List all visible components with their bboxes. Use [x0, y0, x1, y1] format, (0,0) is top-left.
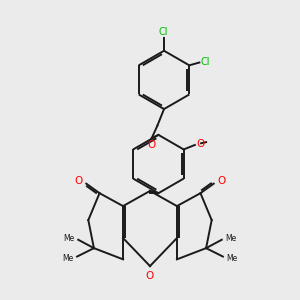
- Text: Me: Me: [225, 233, 236, 242]
- Text: Me: Me: [64, 233, 75, 242]
- Text: O: O: [146, 271, 154, 281]
- Text: Me: Me: [62, 254, 74, 263]
- Text: Cl: Cl: [159, 27, 168, 37]
- Text: Cl: Cl: [200, 57, 210, 67]
- Text: O: O: [196, 140, 204, 149]
- Text: O: O: [74, 176, 83, 186]
- Text: O: O: [217, 176, 226, 186]
- Text: O: O: [148, 140, 156, 151]
- Text: Me: Me: [226, 254, 238, 263]
